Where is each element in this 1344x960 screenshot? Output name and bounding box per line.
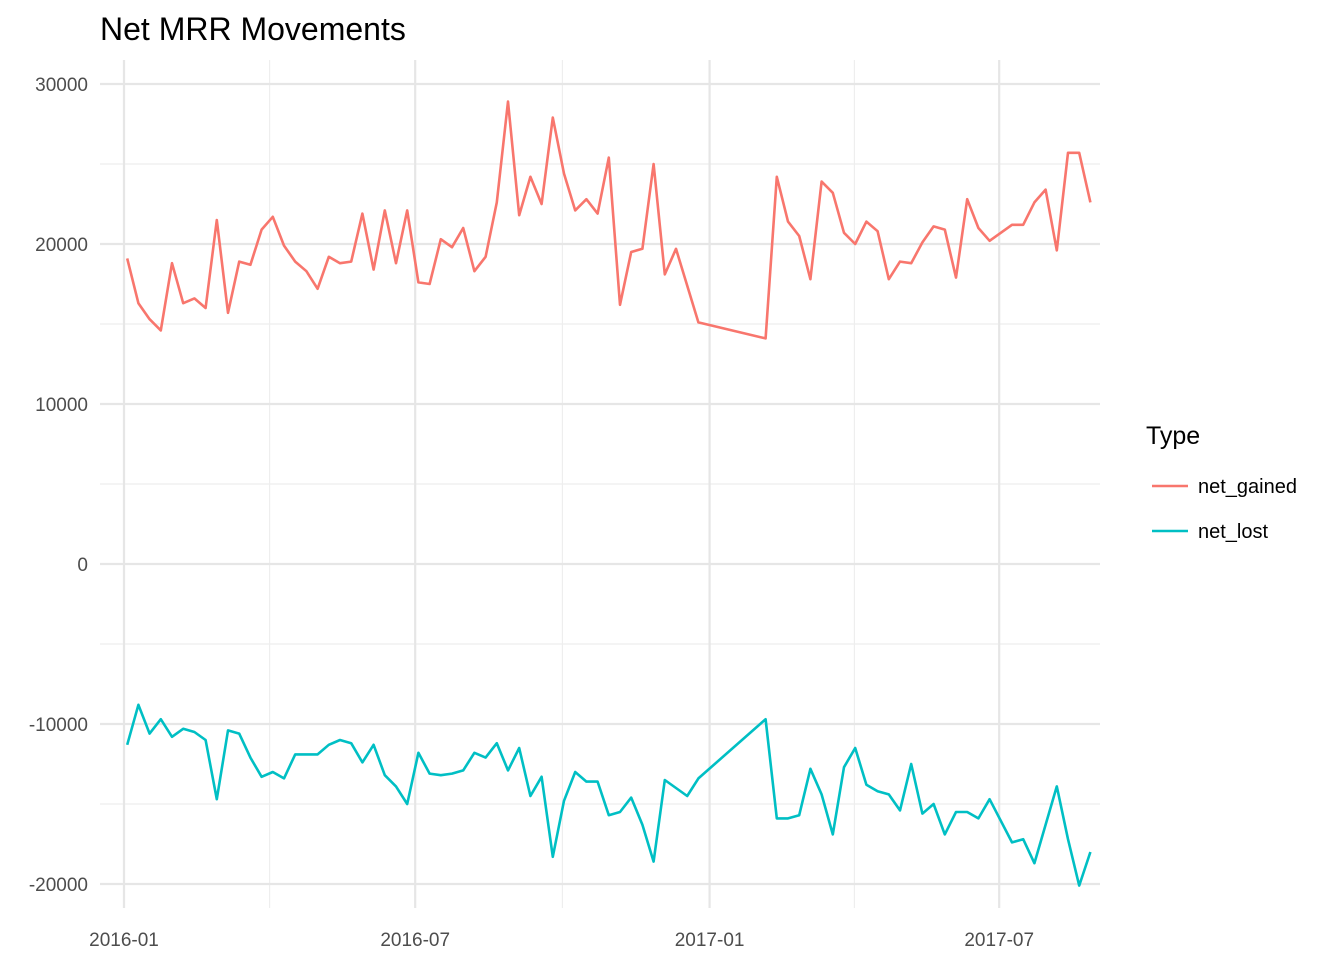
- y-tick-label-30000: 30000: [35, 75, 88, 96]
- legend-label-net-lost: net_lost: [1198, 521, 1268, 543]
- y-tick-label-10000: -10000: [29, 715, 88, 736]
- x-tick-label-2016-07: 2016-07: [380, 930, 450, 951]
- series-lines: [125, 100, 1092, 887]
- x-tick-label-2016-01: 2016-01: [89, 930, 159, 951]
- y-axis-ticks: 30000 20000 10000 0 -10000 -20000: [29, 75, 88, 896]
- legend-label-net-gained: net_gained: [1198, 476, 1297, 498]
- legend-title: Type: [1146, 422, 1200, 450]
- y-tick-label-20000: -20000: [29, 875, 88, 896]
- x-axis-ticks: 2016-01 2016-07 2017-01 2017-07: [89, 930, 1034, 951]
- y-tick-label-10000: 10000: [35, 395, 88, 416]
- grid: [100, 60, 1100, 908]
- chart-title: Net MRR Movements: [100, 11, 406, 47]
- y-tick-label-0: 0: [77, 555, 88, 576]
- series-line-net-gained: [125, 100, 1092, 340]
- x-tick-label-2017-07: 2017-07: [964, 930, 1034, 951]
- legend: Type net_gained net_lost: [1146, 422, 1297, 543]
- series-line-net-lost: [125, 703, 1092, 887]
- y-tick-label-20000: 20000: [35, 235, 88, 256]
- x-tick-label-2017-01: 2017-01: [675, 930, 745, 951]
